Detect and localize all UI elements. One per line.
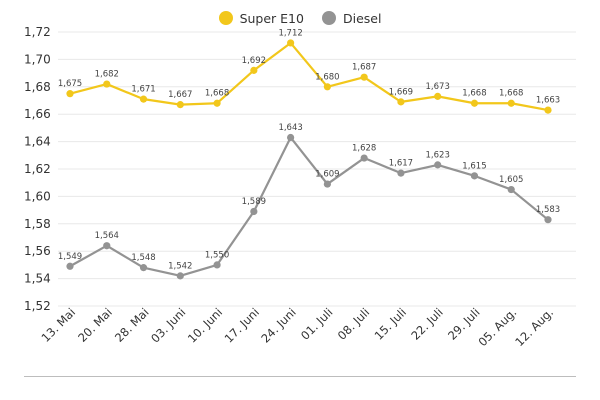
data-label-super-e10: 1,669 (389, 87, 413, 97)
legend-marker-super-e10 (218, 11, 233, 25)
x-tick-label: 17. Juni (222, 305, 262, 345)
legend-label-super-e10: Super E10 (239, 10, 304, 26)
x-tick-label: 28. Mai (112, 305, 152, 345)
data-point-diesel (139, 264, 148, 272)
legend-label-diesel: Diesel (342, 10, 382, 26)
data-point-super-e10 (470, 99, 479, 107)
data-label-super-e10: 1,675 (58, 79, 82, 89)
data-label-diesel: 1,628 (352, 144, 376, 154)
x-tick-label: 03. Juni (148, 305, 188, 345)
x-tick-label: 20. Mai (75, 305, 115, 345)
data-label-diesel: 1,623 (426, 150, 450, 160)
x-tick-label: 10. Juni (185, 305, 225, 345)
x-tick-label: 08. Juli (335, 305, 372, 342)
y-tick-label: 1,64 (24, 135, 51, 149)
data-point-diesel (434, 161, 442, 169)
x-tick-label: 24. Juni (258, 305, 298, 345)
legend-item-super-e10[interactable]: Super E10 (218, 10, 304, 26)
data-label-diesel: 1,615 (462, 161, 486, 171)
data-point-super-e10 (434, 92, 442, 100)
x-tick-label: 12. Aug. (512, 305, 556, 349)
data-point-diesel (287, 133, 295, 142)
legend-marker-diesel (321, 11, 336, 25)
series-line-diesel (69, 136, 549, 277)
data-label-diesel: 1,589 (242, 197, 266, 207)
series-line-super-e10 (69, 41, 549, 112)
data-point-diesel (176, 272, 184, 280)
data-point-diesel (470, 172, 479, 180)
y-tick-label: 1,54 (24, 272, 51, 286)
data-label-super-e10: 1,663 (536, 96, 560, 106)
data-label-super-e10: 1,668 (205, 89, 229, 99)
data-label-super-e10: 1,682 (95, 70, 119, 80)
data-label-super-e10: 1,680 (315, 72, 339, 82)
data-label-super-e10: 1,712 (278, 28, 302, 38)
y-tick-label: 1,58 (24, 217, 51, 231)
data-label-diesel: 1,609 (315, 170, 339, 180)
y-tick-label: 1,68 (24, 80, 51, 94)
data-label-diesel: 1,550 (205, 250, 229, 260)
x-tick-label: 05. Aug. (475, 305, 519, 349)
data-point-diesel (397, 169, 405, 177)
data-label-diesel: 1,643 (278, 123, 302, 133)
y-tick-label: 1,66 (24, 107, 51, 121)
bottom-divider (24, 376, 576, 377)
data-label-diesel: 1,617 (389, 159, 413, 169)
data-point-super-e10 (213, 99, 221, 107)
data-label-diesel: 1,548 (131, 253, 155, 263)
data-label-diesel: 1,549 (58, 252, 82, 262)
data-point-diesel (250, 207, 258, 216)
data-point-diesel (507, 185, 515, 194)
data-point-super-e10 (66, 90, 74, 98)
data-point-super-e10 (139, 95, 148, 103)
y-tick-label: 1,72 (24, 25, 51, 39)
data-label-super-e10: 1,671 (131, 85, 155, 95)
data-label-diesel: 1,605 (499, 175, 523, 185)
x-tick-label: 22. Juli (408, 305, 445, 342)
y-tick-label: 1,56 (24, 244, 51, 258)
data-point-super-e10 (323, 83, 331, 91)
data-point-diesel (544, 216, 552, 224)
data-point-diesel (323, 180, 331, 188)
data-point-super-e10 (360, 73, 368, 81)
data-point-super-e10 (176, 101, 184, 109)
x-tick-label: 15. Juli (372, 305, 409, 342)
data-point-super-e10 (250, 66, 258, 74)
data-label-super-e10: 1,692 (242, 56, 266, 66)
x-tick-label: 01. Juli (298, 305, 335, 342)
data-point-diesel (213, 261, 221, 269)
chart-legend: Super E10 Diesel (0, 8, 600, 28)
data-label-super-e10: 1,687 (352, 63, 376, 73)
data-label-diesel: 1,564 (95, 231, 119, 241)
y-tick-label: 1,62 (24, 162, 51, 176)
data-point-super-e10 (287, 39, 295, 47)
legend-item-diesel[interactable]: Diesel (321, 10, 382, 26)
data-point-diesel (103, 242, 111, 250)
data-label-super-e10: 1,673 (426, 82, 450, 92)
y-tick-label: 1,52 (24, 299, 51, 313)
data-label-super-e10: 1,667 (168, 90, 192, 100)
data-label-diesel: 1,542 (168, 261, 192, 271)
y-tick-label: 1,60 (24, 189, 51, 203)
data-point-diesel (66, 262, 74, 270)
data-label-super-e10: 1,668 (462, 89, 486, 99)
data-point-super-e10 (544, 106, 552, 114)
data-point-super-e10 (397, 98, 405, 106)
data-point-diesel (360, 154, 368, 162)
data-label-super-e10: 1,668 (499, 89, 523, 99)
y-tick-label: 1,70 (24, 52, 51, 66)
data-point-super-e10 (103, 80, 111, 88)
data-label-diesel: 1,583 (536, 205, 560, 215)
data-point-super-e10 (507, 99, 515, 107)
